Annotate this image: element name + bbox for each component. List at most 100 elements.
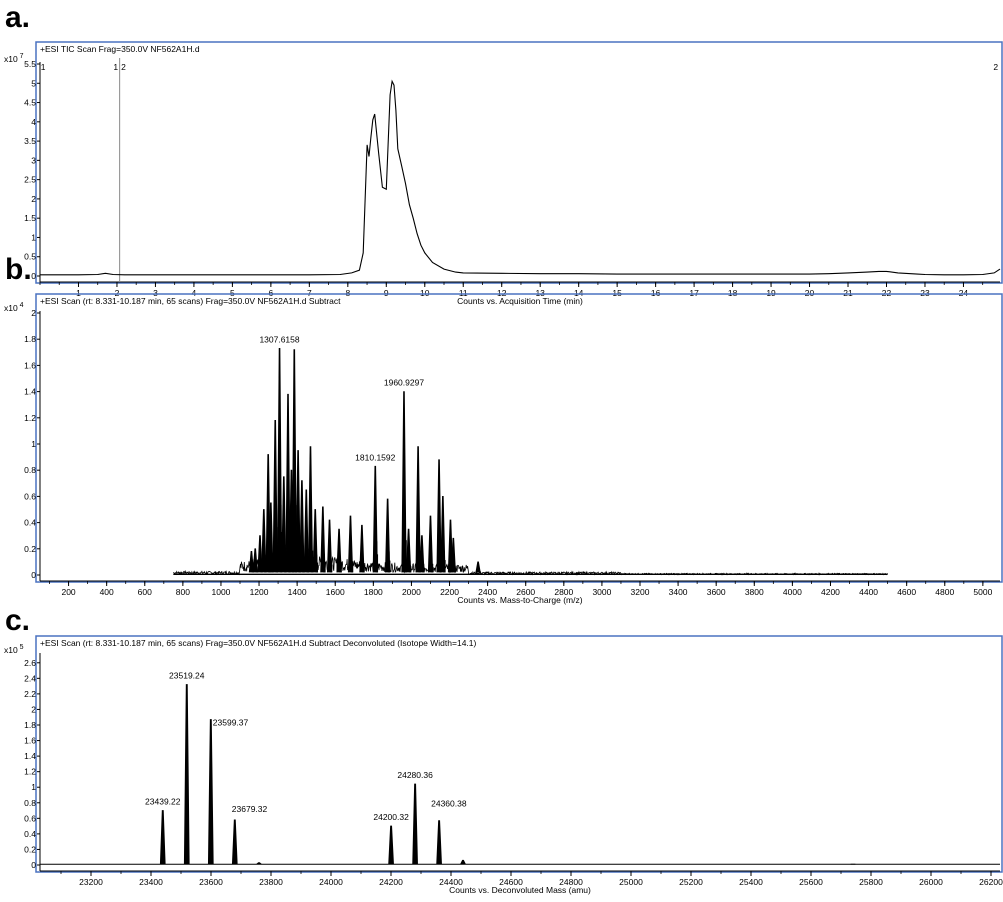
x-tick-label: 200 (61, 587, 75, 597)
y-tick-label: 1.6 (24, 360, 36, 370)
x-tick-label: 25200 (679, 877, 703, 887)
y-tick-label: 0.4 (24, 518, 36, 528)
y-tick-label: 1.2 (24, 413, 36, 423)
x-tick-label: 17 (689, 288, 699, 298)
peak-label: 23519.24 (169, 671, 205, 681)
x-tick-label: 600 (138, 587, 152, 597)
y-tick-label: 3 (31, 155, 36, 165)
x-tick-label: 22 (882, 288, 892, 298)
peak-label: 23439.22 (145, 797, 181, 807)
y-tick-label: 0 (31, 271, 36, 281)
y-tick-label: 2.4 (24, 673, 36, 683)
x-axis-label: Counts vs. Mass-to-Charge (m/z) (457, 595, 582, 605)
y-tick-label: 0.8 (24, 465, 36, 475)
x-tick-label: 400 (100, 587, 114, 597)
x-tick-label: 6 (268, 288, 273, 298)
x-tick-label: 4800 (935, 587, 954, 597)
peak-label: 24200.32 (373, 812, 409, 822)
x-tick-label: 4200 (821, 587, 840, 597)
x-tick-label: 23 (920, 288, 930, 298)
x-tick-label: 1600 (326, 587, 345, 597)
x-tick-label: 24600 (499, 877, 523, 887)
y-tick-label: 4.5 (24, 98, 36, 108)
y-exponent-label: x10 4 (4, 302, 24, 313)
scan-marker-label: 1 (41, 62, 46, 72)
x-tick-label: 18 (728, 288, 738, 298)
x-tick-label: 1 (76, 288, 81, 298)
x-tick-label: 2000 (402, 587, 421, 597)
x-tick-label: 25400 (739, 877, 763, 887)
y-tick-label: 5 (31, 78, 36, 88)
y-tick-label: 1.4 (24, 387, 36, 397)
x-tick-label: 23600 (199, 877, 223, 887)
y-tick-label: 1.8 (24, 720, 36, 730)
peak-label: 24360.38 (431, 799, 467, 809)
y-exponent-label: x10 7 (4, 53, 24, 64)
chart-title: +ESI Scan (rt: 8.331-10.187 min, 65 scan… (40, 296, 341, 306)
y-tick-label: 5.5 (24, 59, 36, 69)
x-tick-label: 24400 (439, 877, 463, 887)
plot-frame (35, 41, 1003, 284)
mass-peak (256, 862, 262, 865)
peak-label: 1810.1592 (355, 452, 395, 462)
panel-c-letter: c. (5, 604, 31, 637)
spectrum-peak (475, 561, 481, 573)
x-tick-label: 14 (574, 288, 584, 298)
x-tick-label: 4000 (783, 587, 802, 597)
peak-label: 23599.37 (213, 718, 249, 728)
mass-peak (183, 684, 190, 865)
y-tick-label: 1 (31, 782, 36, 792)
y-tick-label: 0.2 (24, 544, 36, 554)
panel-b-letter: b. (5, 253, 32, 286)
tic-trace (40, 79, 1001, 276)
x-tick-label: 5 (230, 288, 235, 298)
peak-label: 1960.9297 (384, 378, 424, 388)
mass-peak (207, 719, 214, 865)
y-tick-label: 0.8 (24, 798, 36, 808)
x-tick-label: 26200 (979, 877, 1003, 887)
x-tick-label: 26000 (919, 877, 943, 887)
x-tick-label: 25600 (799, 877, 823, 887)
y-tick-label: 1.8 (24, 334, 36, 344)
y-tick-label: 2 (31, 308, 36, 318)
x-axis-label: Counts vs. Deconvoluted Mass (amu) (449, 885, 591, 895)
mass-peak (436, 820, 442, 865)
x-tick-label: 3 (153, 288, 158, 298)
y-tick-label: 1.5 (24, 213, 36, 223)
scan-marker-label: 2 (993, 62, 998, 72)
chart-title: +ESI Scan (rt: 8.331-10.187 min, 65 scan… (40, 638, 477, 648)
x-tick-label: 10 (420, 288, 430, 298)
x-tick-label: 11 (459, 288, 468, 298)
x-tick-label: 3600 (707, 587, 726, 597)
mass-peak (388, 825, 394, 865)
panel-a-letter: a. (5, 1, 31, 34)
y-tick-label: 1.6 (24, 736, 36, 746)
x-tick-label: 1200 (250, 587, 269, 597)
x-tick-label: 1000 (211, 587, 230, 597)
y-tick-label: 0.6 (24, 813, 36, 823)
x-tick-label: 4400 (859, 587, 878, 597)
x-tick-label: 2200 (440, 587, 459, 597)
x-tick-label: 4600 (897, 587, 916, 597)
mass-spectrum-chart: +ESI Scan (rt: 8.331-10.187 min, 65 scan… (4, 293, 1003, 605)
plot-frame (35, 293, 1003, 583)
x-tick-label: 15 (612, 288, 622, 298)
y-tick-label: 4 (31, 117, 36, 127)
peak-label: 1307.6158 (259, 334, 299, 344)
y-tick-label: 0.4 (24, 829, 36, 839)
x-tick-label: 25000 (619, 877, 643, 887)
x-tick-label: 23400 (139, 877, 163, 887)
y-tick-label: 2.6 (24, 658, 36, 668)
x-tick-label: 12 (497, 288, 507, 298)
x-tick-label: 23200 (79, 877, 103, 887)
mass-peak (159, 810, 166, 865)
chart-title: +ESI TIC Scan Frag=350.0V NF562A1H.d (40, 44, 200, 54)
y-tick-label: 0 (31, 860, 36, 870)
x-tick-label: 2800 (554, 587, 573, 597)
mass-peak (460, 859, 466, 865)
peak-label: 24280.36 (397, 770, 433, 780)
mass-peak (412, 783, 418, 865)
x-tick-label: 3400 (669, 587, 688, 597)
scan-marker-label: 2 (121, 62, 126, 72)
